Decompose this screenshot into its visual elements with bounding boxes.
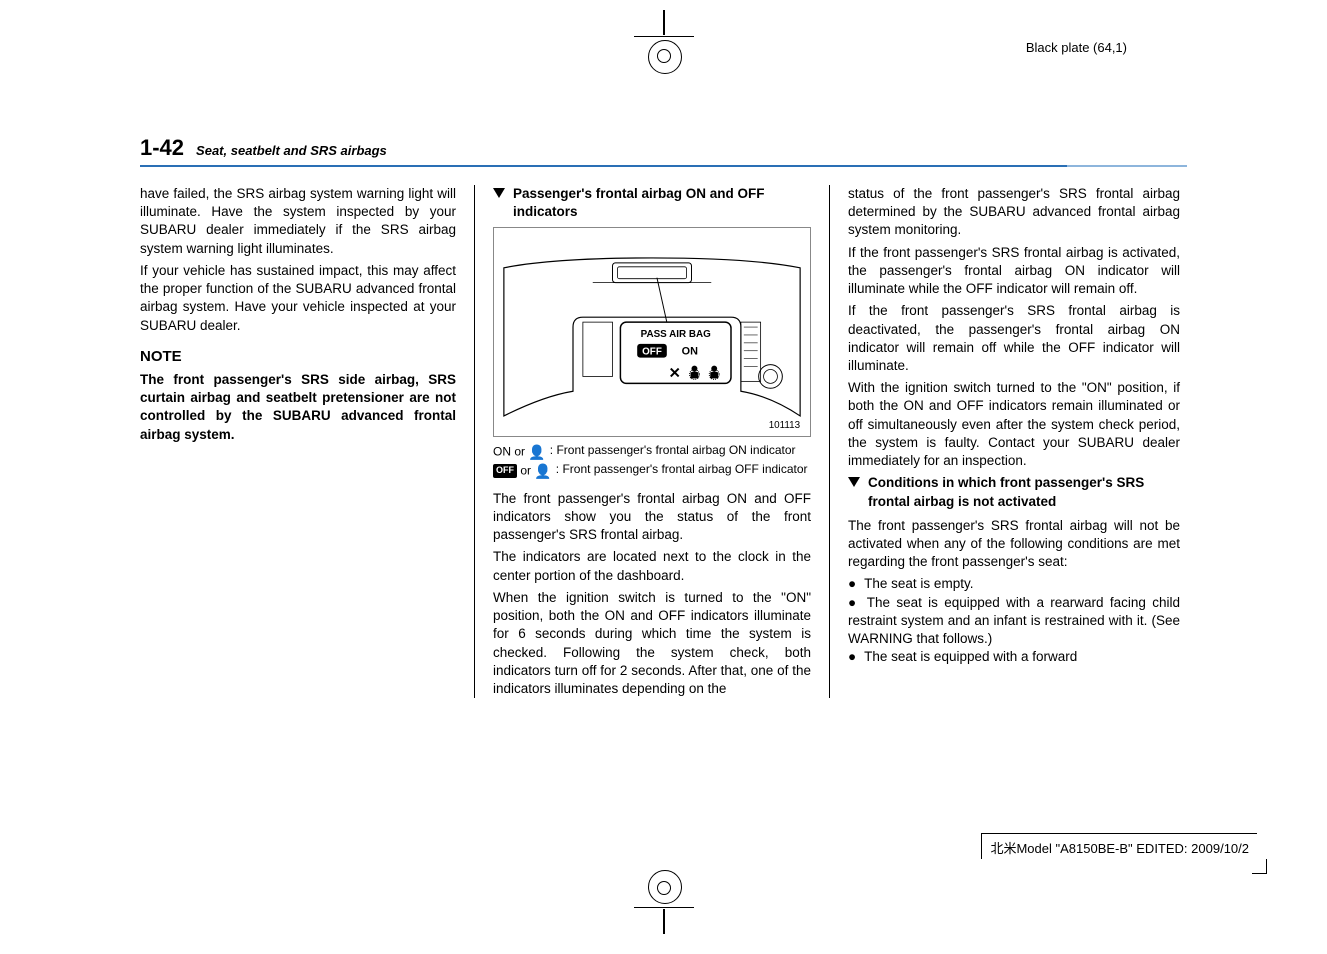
crop-mark-top (644, 20, 684, 60)
crop-mark-bottom (644, 884, 684, 924)
col3-para3: If the front passenger's SRS frontal air… (848, 302, 1180, 375)
legend-off-prefix: or (517, 463, 534, 477)
legend-on-desc: : Front passenger's frontal airbag ON in… (550, 443, 796, 459)
col3-para5: The front passenger's SRS frontal airbag… (848, 517, 1180, 572)
triangle-icon (493, 188, 505, 198)
col1-para1: have failed, the SRS airbag system warni… (140, 185, 456, 258)
person-off-icon: 👤 (534, 462, 551, 480)
corner-crop-mark (1252, 859, 1267, 874)
black-plate-label: Black plate (64,1) (1026, 40, 1127, 55)
bullet-3: ● The seat is equipped with a forward (848, 648, 1180, 666)
col3-para1: status of the front passenger's SRS fron… (848, 185, 1180, 240)
svg-text:PASS AIR BAG: PASS AIR BAG (641, 329, 711, 340)
note-body: The front passenger's SRS side airbag, S… (140, 371, 456, 444)
bullet-3-text: The seat is equipped with a forward (864, 648, 1077, 666)
legend-off-desc: : Front passenger's frontal airbag OFF i… (556, 462, 808, 478)
off-badge-icon: OFF (493, 464, 517, 478)
bullet-dot-icon: ● (848, 595, 859, 610)
col3-subheading-text: Conditions in which front passenger's SR… (868, 474, 1180, 510)
dashboard-diagram: PASS AIR BAG OFF ON (493, 227, 811, 437)
col2-subheading: Passenger's frontal airbag ON and OFF in… (493, 185, 811, 221)
header-accent (1067, 165, 1187, 167)
col2-para2: The indicators are located next to the c… (493, 548, 811, 584)
col1-para2: If your vehicle has sustained impact, th… (140, 262, 456, 335)
col2-para1: The front passenger's frontal airbag ON … (493, 490, 811, 545)
legend-on-row: ON or 👤 : Front passenger's frontal airb… (493, 443, 811, 461)
svg-text:ON: ON (682, 346, 698, 358)
svg-text:OFF: OFF (642, 347, 662, 358)
footer-box: 北米Model "A8150BE-B" EDITED: 2009/10/2 (981, 833, 1257, 859)
col2-subheading-text: Passenger's frontal airbag ON and OFF in… (513, 185, 811, 221)
diagram-legend: ON or 👤 : Front passenger's frontal airb… (493, 443, 811, 479)
crop-line-top (634, 36, 694, 37)
bullet-dot-icon: ● (848, 648, 856, 666)
page-number: 1-42 (140, 135, 184, 161)
col3-para2: If the front passenger's SRS frontal air… (848, 244, 1180, 299)
col3-subheading: Conditions in which front passenger's SR… (848, 474, 1180, 510)
svg-text:101113: 101113 (769, 420, 801, 431)
col2-para3: When the ignition switch is turned to th… (493, 589, 811, 698)
legend-on-prefix: ON or (493, 445, 528, 459)
bullet-1: ● The seat is empty. (848, 575, 1180, 593)
bullet-1-text: The seat is empty. (864, 575, 973, 593)
column-3: status of the front passenger's SRS fron… (830, 185, 1180, 698)
column-1: have failed, the SRS airbag system warni… (140, 185, 475, 698)
person-on-icon: 👤 (528, 443, 545, 461)
section-title: Seat, seatbelt and SRS airbags (196, 143, 387, 158)
footer-text: 北米Model "A8150BE-B" EDITED: 2009/10/2 (990, 838, 1249, 857)
content-columns: have failed, the SRS airbag system warni… (140, 185, 1190, 698)
triangle-icon (848, 477, 860, 487)
bullet-2: ●The seat is equipped with a rearward fa… (848, 594, 1180, 649)
column-2: Passenger's frontal airbag ON and OFF in… (475, 185, 830, 698)
page-header: 1-42 Seat, seatbelt and SRS airbags (140, 135, 1187, 167)
legend-off-row: OFF or 👤 : Front passenger's frontal air… (493, 462, 811, 480)
col3-para4: With the ignition switch turned to the "… (848, 379, 1180, 470)
bullet-2-text: The seat is equipped with a rearward fac… (848, 595, 1180, 646)
bullet-dot-icon: ● (848, 575, 856, 593)
note-heading: NOTE (140, 347, 456, 367)
crop-line-bottom (634, 907, 694, 908)
